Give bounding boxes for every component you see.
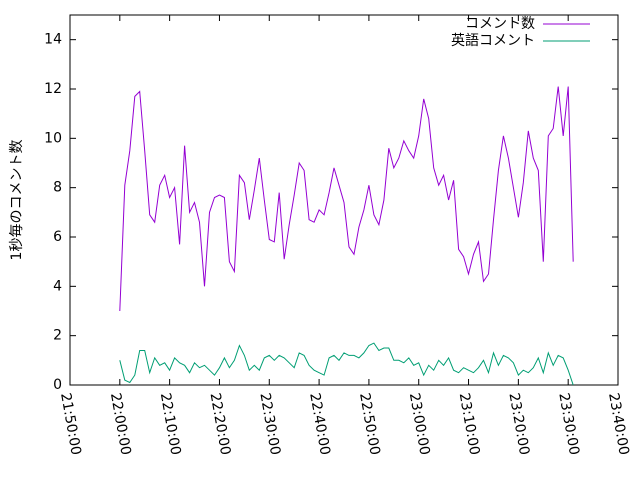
x-tick-label: 22:30:00 — [256, 392, 283, 457]
y-tick-label: 8 — [53, 180, 62, 196]
x-tick-label: 23:10:00 — [456, 392, 483, 457]
y-tick-label: 14 — [44, 32, 62, 48]
y-tick-label: 10 — [44, 130, 62, 146]
legend-label: コメント数 — [465, 16, 535, 32]
x-tick-label: 23:20:00 — [505, 392, 532, 457]
x-tick-label: 22:00:00 — [107, 392, 134, 457]
y-tick-label: 12 — [44, 81, 62, 97]
y-axis-label: 1秒毎のコメント数 — [9, 140, 25, 261]
legend-label: 英語コメント — [451, 32, 535, 49]
y-tick-label: 0 — [53, 377, 62, 393]
x-tick-label: 22:10:00 — [157, 392, 184, 457]
series-line — [119, 86, 574, 312]
x-tick-label: 22:20:00 — [207, 392, 234, 457]
x-tick-label: 23:40:00 — [605, 392, 632, 457]
plot-border — [69, 14, 619, 386]
x-tick-label: 22:40:00 — [306, 392, 333, 457]
x-tick-label: 21:50:00 — [57, 392, 84, 457]
x-tick-label: 23:00:00 — [406, 392, 433, 457]
x-tick-label: 23:30:00 — [555, 392, 582, 457]
y-tick-label: 6 — [53, 229, 62, 245]
series-line — [119, 342, 574, 386]
y-tick-label: 2 — [53, 328, 62, 344]
y-tick-label: 4 — [53, 278, 62, 294]
x-tick-label: 22:50:00 — [356, 392, 383, 457]
